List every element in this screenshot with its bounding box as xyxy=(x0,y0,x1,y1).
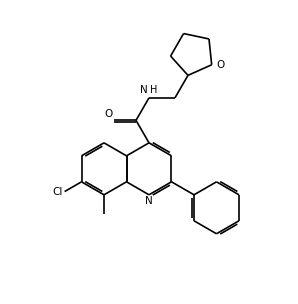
Text: Cl: Cl xyxy=(53,187,63,197)
Text: O: O xyxy=(104,109,112,119)
Text: O: O xyxy=(216,60,224,70)
Text: N: N xyxy=(140,85,148,95)
Text: N: N xyxy=(145,196,153,206)
Text: H: H xyxy=(150,85,157,95)
